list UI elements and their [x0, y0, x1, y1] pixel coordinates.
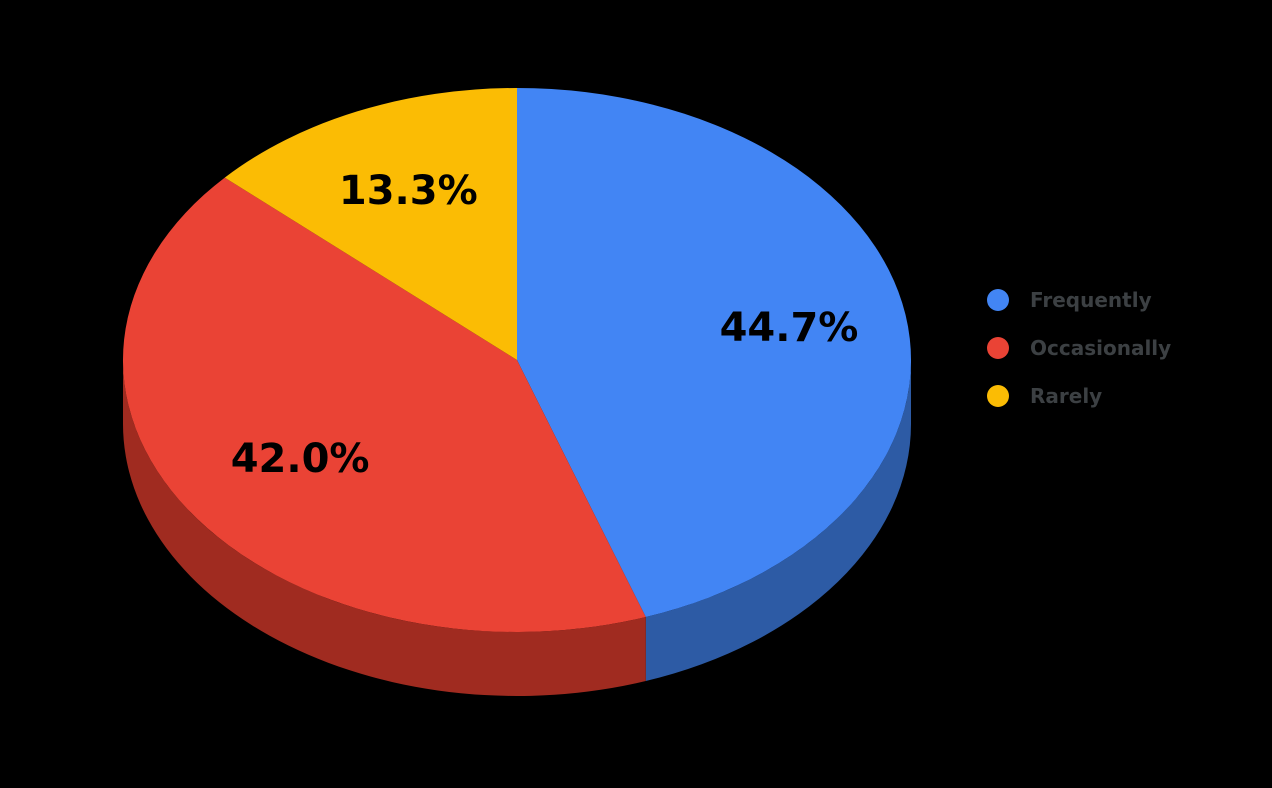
legend-label: Frequently	[1030, 288, 1152, 312]
pie-slice-frequently[interactable]	[517, 88, 912, 618]
legend-item-rarely[interactable]: Rarely	[987, 384, 1171, 408]
legend-swatch-rarely	[987, 385, 1009, 407]
pie-slice-rarely[interactable]	[224, 88, 517, 360]
legend-label: Occasionally	[1030, 336, 1172, 360]
legend-swatch-frequently	[987, 289, 1009, 311]
pie-slice-side-occasionally	[123, 360, 646, 697]
pie-slice-occasionally[interactable]	[122, 177, 646, 633]
legend-label: Rarely	[1030, 384, 1103, 408]
legend-item-frequently[interactable]: Frequently	[987, 288, 1171, 312]
legend-swatch-occasionally	[987, 337, 1009, 359]
pie-slice-side-frequently	[645, 360, 911, 682]
legend-item-occasionally[interactable]: Occasionally	[987, 336, 1171, 360]
chart-legend: Frequently Occasionally Rarely	[987, 288, 1171, 408]
